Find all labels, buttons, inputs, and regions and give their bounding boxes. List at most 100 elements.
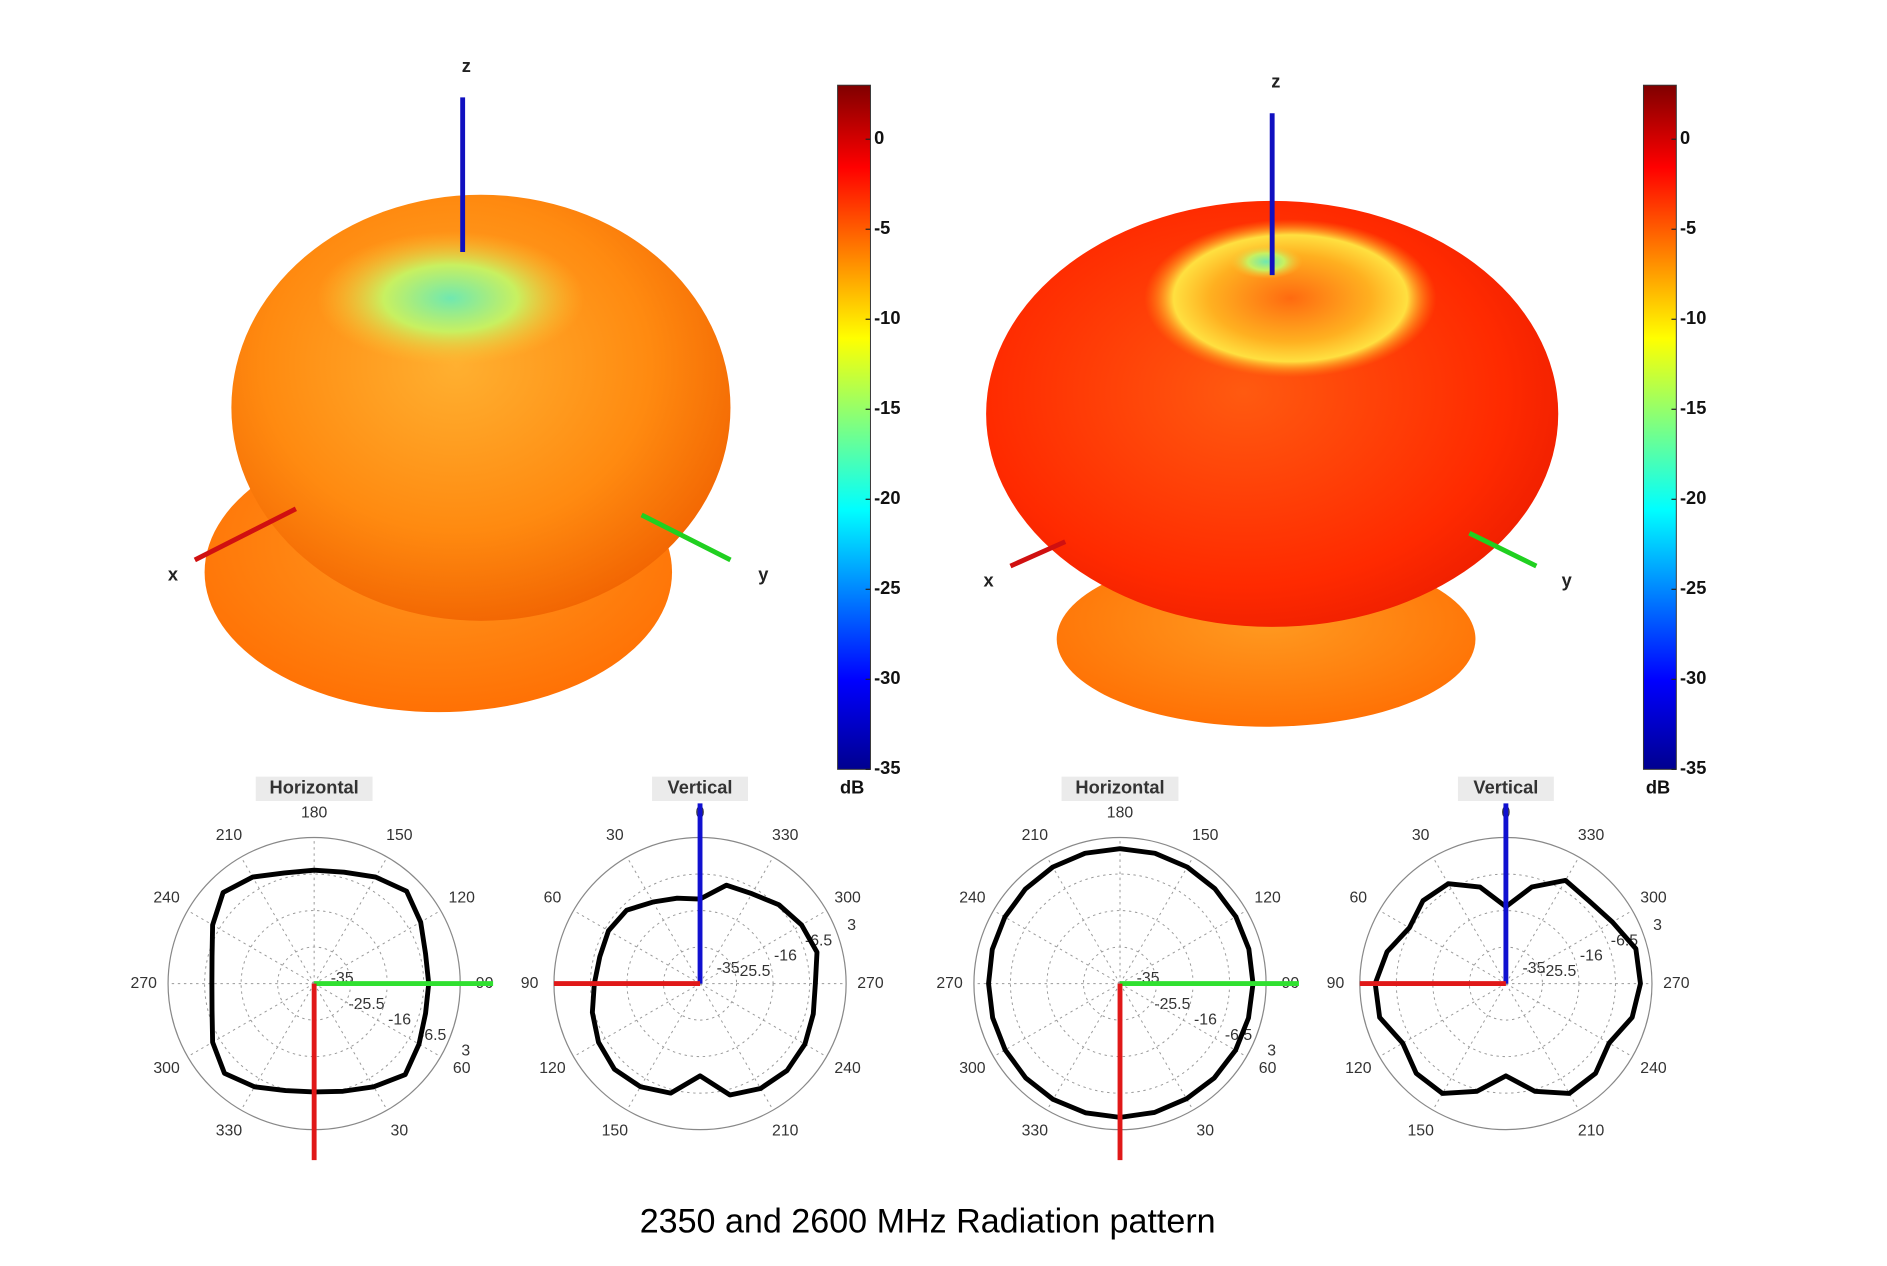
r-tick-label: 3 [847, 917, 856, 934]
polar-title: Vertical [1473, 777, 1538, 798]
colorbar [837, 84, 871, 770]
colorbar-label: dB [1646, 777, 1670, 798]
grid-spoke [1505, 983, 1633, 1058]
theta-tick-label: 270 [131, 975, 158, 992]
theta-tick-label: 30 [391, 1122, 409, 1139]
theta-tick-label: 30 [606, 827, 624, 844]
lobe-spot [1229, 244, 1303, 279]
theta-tick-label: 150 [1192, 827, 1219, 844]
title-bg [255, 776, 373, 801]
theta-tick-label: 210 [1578, 1122, 1605, 1139]
colorbar-tick-label: -20 [874, 487, 900, 508]
theta-tick-label: 60 [1350, 890, 1368, 907]
x-axis [193, 506, 297, 563]
r-tick-label: -25.5 [734, 963, 770, 980]
y-axis [640, 512, 732, 563]
colorbar-tick-label: -35 [1680, 757, 1706, 778]
grid-spoke [626, 856, 701, 984]
polar-title: Vertical [668, 777, 733, 798]
lobe-top [316, 231, 585, 366]
r-tick-label: -35 [1523, 960, 1546, 977]
x-axis [1009, 539, 1067, 569]
colorbar-tick-label: -15 [1680, 397, 1706, 418]
axis-label: z [1271, 71, 1280, 92]
r-tick-label: 3 [461, 1042, 470, 1059]
theta-tick-label: 120 [1345, 1060, 1372, 1077]
theta-tick-label: 60 [1259, 1060, 1277, 1077]
theta-tick-label: 330 [772, 827, 799, 844]
r-tick-label: -6.5 [419, 1027, 446, 1044]
pattern-trace [589, 882, 820, 1098]
theta-tick-label: 240 [959, 890, 986, 907]
theta-tick-label: 90 [1327, 975, 1345, 992]
colorbar-tick-label: -5 [1680, 217, 1696, 238]
colorbar-tick-label: -15 [874, 397, 900, 418]
grid-spoke [573, 910, 701, 985]
theta-tick-label: 240 [1640, 1060, 1667, 1077]
theta-tick-label: 300 [153, 1060, 180, 1077]
r-tick-label: -16 [1194, 1012, 1217, 1029]
theta-tick-label: 330 [1578, 827, 1605, 844]
title-bg [652, 776, 749, 801]
theta-tick-label: 120 [1254, 890, 1281, 907]
y-axis [1468, 530, 1538, 569]
polar-title: Horizontal [270, 777, 359, 798]
colorbar-tick-label: -5 [874, 217, 890, 238]
grid-spoke [187, 983, 315, 1058]
colorbar-tick-label: -10 [874, 307, 900, 328]
axis-label: x [168, 564, 179, 585]
theta-tick-label: 210 [772, 1122, 799, 1139]
theta-tick-label: 240 [153, 890, 180, 907]
theta-tick-label: 120 [449, 890, 476, 907]
grid-spoke [699, 983, 827, 1058]
theta-tick-label: 30 [1412, 827, 1430, 844]
r-tick-label: -25.5 [1154, 996, 1190, 1013]
grid-spoke [1379, 983, 1507, 1058]
theta-tick-label: 300 [959, 1060, 986, 1077]
colorbar-tick-label: -20 [1680, 487, 1706, 508]
colorbar-tick-label: 0 [874, 127, 884, 148]
grid-spoke [187, 910, 315, 985]
theta-tick-label: 270 [936, 975, 963, 992]
theta-tick-label: 210 [216, 827, 243, 844]
colorbar-tick-label: -10 [1680, 307, 1706, 328]
r-tick-label: -25.5 [348, 996, 384, 1013]
axis-label: y [1562, 570, 1573, 591]
theta-tick-label: 150 [1407, 1122, 1434, 1139]
axis-label: x [983, 570, 994, 591]
title-bg [1061, 776, 1179, 801]
r-tick-label: -25.5 [1540, 963, 1576, 980]
theta-tick-label: 90 [521, 975, 539, 992]
colorbar-tick-label: -30 [1680, 667, 1706, 688]
theta-tick-label: 240 [834, 1060, 861, 1077]
theta-tick-label: 270 [857, 975, 884, 992]
pattern-trace [986, 846, 1256, 1120]
theta-tick-label: 180 [1107, 804, 1134, 821]
theta-tick-label: 270 [1663, 975, 1690, 992]
r-tick-label: -16 [774, 948, 797, 965]
polar-title: Horizontal [1075, 777, 1164, 798]
colorbar-tick-label: -30 [874, 667, 900, 688]
colorbar-tick-label: -25 [874, 577, 900, 598]
colorbar [1642, 84, 1677, 770]
theta-tick-label: 180 [301, 804, 328, 821]
r-tick-label: 3 [1653, 917, 1662, 934]
grid-spoke [1379, 910, 1507, 985]
title-bg [1457, 776, 1554, 801]
grid-spoke [993, 910, 1121, 985]
pattern-trace [209, 867, 432, 1095]
theta-tick-label: 60 [453, 1060, 471, 1077]
grid-spoke [1119, 856, 1194, 984]
theta-tick-label: 330 [216, 1122, 243, 1139]
pattern-trace [1372, 877, 1643, 1096]
theta-tick-label: 300 [1640, 890, 1667, 907]
grid-spoke [699, 910, 827, 985]
colorbar-tick-label: 0 [1680, 127, 1690, 148]
theta-tick-label: 210 [1022, 827, 1049, 844]
axis-label: y [758, 564, 769, 585]
theta-tick-label: 150 [602, 1122, 629, 1139]
r-tick-label: -16 [1580, 948, 1603, 965]
theta-tick-label: 120 [539, 1060, 566, 1077]
